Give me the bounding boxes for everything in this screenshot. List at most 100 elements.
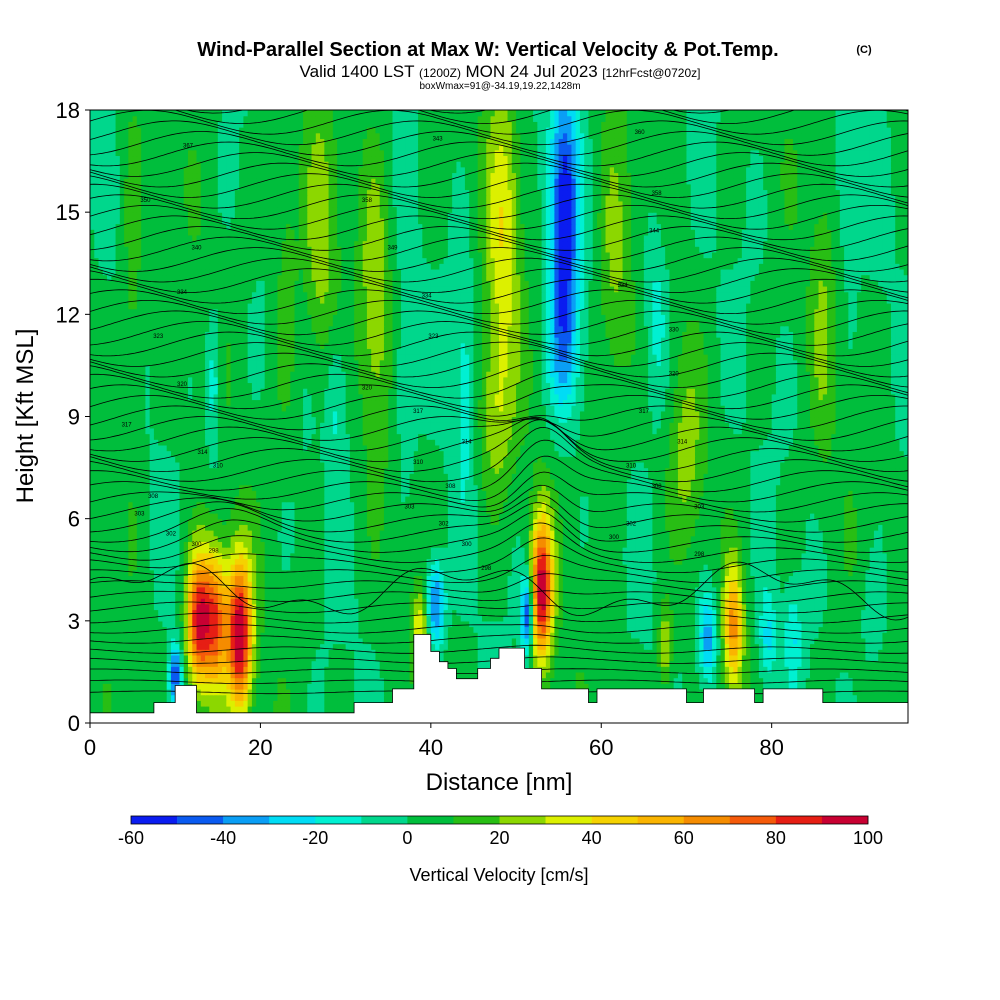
velocity-cell [848, 660, 854, 667]
velocity-cell [890, 575, 896, 582]
velocity-cell [341, 683, 347, 690]
velocity-cell [601, 575, 607, 582]
velocity-cell [550, 615, 555, 622]
velocity-cell [294, 615, 300, 622]
velocity-cell [724, 660, 730, 667]
velocity-cell [886, 620, 892, 628]
velocity-cell [111, 643, 117, 650]
velocity-cell [124, 694, 129, 701]
velocity-cell [136, 632, 142, 639]
velocity-cell [886, 649, 892, 656]
velocity-cell [298, 615, 304, 622]
velocity-cell [686, 586, 692, 594]
velocity-cell [707, 626, 713, 633]
velocity-cell [388, 626, 394, 633]
velocity-cell [550, 660, 555, 667]
velocity-cell [818, 643, 824, 650]
velocity-cell [652, 586, 658, 594]
velocity-cell [541, 671, 547, 679]
velocity-cell [588, 581, 594, 588]
velocity-cell [873, 637, 879, 645]
velocity-cell [596, 598, 602, 605]
velocity-cell [575, 666, 581, 673]
velocity-cell [175, 643, 181, 650]
velocity-cell [575, 632, 581, 639]
velocity-cell [362, 581, 368, 588]
velocity-cell [899, 677, 905, 684]
velocity-cell [703, 637, 709, 645]
velocity-cell [665, 626, 671, 633]
velocity-cell [115, 592, 121, 599]
velocity-cell [311, 592, 317, 599]
velocity-cell [107, 677, 112, 684]
velocity-cell [196, 677, 202, 684]
velocity-cell [822, 615, 828, 622]
velocity-cell [665, 677, 671, 684]
velocity-cell [703, 592, 709, 599]
velocity-cell [835, 654, 841, 662]
velocity-cell [635, 643, 641, 650]
velocity-cell [430, 581, 436, 588]
velocity-cell [520, 620, 526, 628]
velocity-cell [571, 586, 577, 594]
velocity-cell [298, 700, 304, 707]
velocity-cell [349, 575, 355, 582]
velocity-cell [375, 575, 381, 582]
velocity-cell [324, 620, 330, 628]
velocity-cell [435, 637, 440, 645]
velocity-cell [119, 626, 125, 633]
velocity-cell [686, 649, 692, 656]
velocity-cell [665, 671, 671, 679]
velocity-cell [827, 683, 832, 690]
velocity-cell [247, 626, 253, 633]
velocity-cell [801, 586, 807, 594]
velocity-cell [865, 592, 871, 599]
velocity-cell [499, 586, 504, 594]
velocity-cell [209, 620, 215, 628]
velocity-cell [516, 637, 521, 645]
velocity-cell [311, 637, 317, 645]
velocity-cell [490, 626, 496, 633]
velocity-cell [251, 700, 257, 707]
velocity-cell [264, 626, 270, 633]
velocity-cell [281, 700, 287, 707]
velocity-cell [452, 586, 457, 594]
velocity-cell [375, 615, 381, 622]
velocity-cell [575, 598, 581, 605]
velocity-cell [703, 683, 709, 690]
velocity-cell [179, 598, 185, 605]
velocity-cell [541, 683, 547, 690]
velocity-cell [494, 643, 500, 650]
velocity-cell [422, 620, 428, 628]
velocity-cell [605, 643, 611, 650]
velocity-cell [456, 615, 462, 622]
velocity-cell [886, 609, 892, 616]
velocity-cell [149, 626, 155, 633]
velocity-cell [320, 660, 325, 667]
velocity-cell [788, 671, 794, 679]
velocity-cell [741, 671, 747, 679]
velocity-cell [234, 637, 240, 645]
velocity-cell [626, 683, 632, 690]
velocity-cell [405, 637, 411, 645]
velocity-cell [119, 637, 125, 645]
velocity-cell [588, 603, 594, 611]
velocity-cell [145, 688, 151, 696]
velocity-cell [571, 626, 577, 633]
velocity-cell [677, 592, 683, 599]
velocity-cell [792, 632, 798, 639]
velocity-cell [213, 632, 219, 639]
velocity-cell [396, 649, 402, 656]
velocity-cell [631, 677, 636, 684]
velocity-cell [571, 660, 577, 667]
velocity-cell [831, 683, 837, 690]
velocity-cell [230, 626, 236, 633]
velocity-cell [230, 660, 236, 667]
velocity-cell [162, 620, 168, 628]
velocity-cell [784, 592, 790, 599]
velocity-cell [797, 683, 803, 690]
velocity-cell [337, 632, 342, 639]
velocity-cell [324, 643, 330, 650]
velocity-cell [750, 677, 756, 684]
velocity-cell [733, 581, 739, 588]
